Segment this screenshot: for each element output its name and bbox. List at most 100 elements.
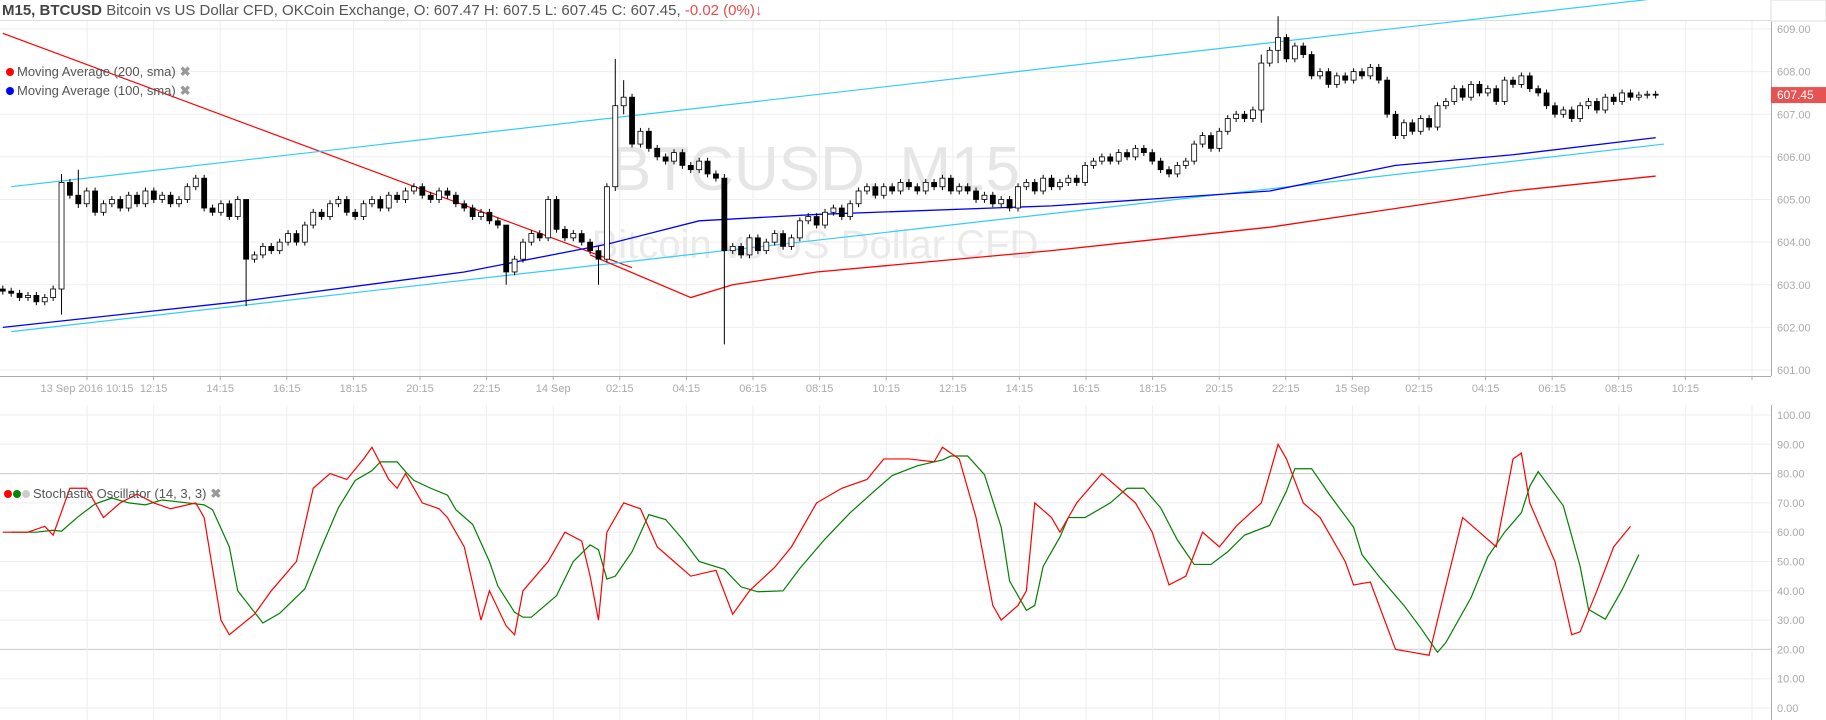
time-tick-label: 14:15: [206, 383, 234, 395]
stoch-tick-label: 10.00: [1777, 674, 1805, 686]
candle-body: [1048, 177, 1055, 188]
candle-body: [1359, 71, 1365, 77]
candle-body: [847, 203, 854, 217]
candle-body: [830, 207, 837, 213]
candle-body: [436, 190, 442, 200]
red-dot-icon: [4, 490, 12, 498]
candle-body: [662, 156, 669, 162]
arrow-down-icon: ↓: [754, 2, 763, 19]
candle-body: [931, 182, 937, 188]
time-tick-label: 06:15: [739, 383, 767, 395]
trendline: [11, 0, 1649, 188]
candle-body: [0, 288, 6, 292]
close-x-icon[interactable]: ✖: [210, 486, 222, 501]
candle-body: [1023, 182, 1030, 188]
moving-average-line: [589, 175, 1656, 299]
candle-body: [1098, 156, 1105, 162]
time-tick-label: 15 Sep: [1335, 383, 1370, 395]
blue-dot-icon: [6, 87, 14, 95]
close-x-icon[interactable]: ✖: [179, 64, 191, 79]
candle-body: [704, 160, 711, 175]
candle-body: [67, 182, 73, 196]
candle-body: [100, 203, 107, 213]
candle-body: [469, 207, 476, 217]
candle-body: [1275, 37, 1281, 51]
candle-body: [1602, 96, 1609, 111]
candle-body: [1594, 101, 1600, 111]
candle-body: [889, 186, 896, 192]
candle-body: [259, 245, 266, 256]
candle-body: [1476, 84, 1483, 94]
candle-body: [285, 233, 291, 243]
candle-body: [1644, 93, 1651, 96]
time-tick-label: 02:15: [1405, 383, 1433, 395]
candle-body: [1652, 93, 1659, 96]
time-tick-label: 13 Sep 2016 10:15: [41, 383, 134, 395]
candle-body: [1577, 105, 1584, 119]
candle-body: [1057, 182, 1063, 188]
last-price-label: 607.45: [1777, 88, 1814, 102]
candle-body: [1031, 182, 1038, 192]
candle-body: [293, 233, 300, 243]
candle-body: [679, 152, 686, 166]
price-tick-label: 608.00: [1777, 67, 1811, 79]
candle-body: [1535, 88, 1542, 94]
time-tick-label: 18:15: [1139, 383, 1167, 395]
time-tick-label: 12:15: [939, 383, 967, 395]
candle-body: [1501, 79, 1508, 102]
candle-body: [1073, 177, 1080, 183]
watermark-symbol: BTCUSD, M15: [610, 135, 1020, 204]
candle-body: [360, 203, 367, 217]
stoch-tick-label: 80.00: [1777, 469, 1805, 481]
candle-body: [1015, 186, 1021, 209]
candle-body: [536, 233, 543, 239]
candle-body: [729, 245, 736, 252]
legend-stoch-label: Stochastic Oscillator (14, 3, 3): [33, 486, 207, 501]
candle-body: [880, 186, 887, 196]
candle-body: [1191, 143, 1198, 162]
time-tick-label: 20:15: [1205, 383, 1233, 395]
candle-body: [159, 194, 166, 200]
candle-body: [1325, 71, 1332, 85]
legend-stoch[interactable]: Stochastic Oscillator (14, 3, 3) ✖: [4, 486, 221, 502]
candle-body: [956, 186, 963, 192]
stoch-tick-label: 90.00: [1777, 439, 1805, 451]
candle-body: [1484, 88, 1491, 94]
candle-body: [301, 224, 308, 243]
time-tick-label: 22:15: [473, 383, 501, 395]
legend-ma200[interactable]: Moving Average (200, sma) ✖: [6, 64, 191, 80]
candle-body: [176, 199, 182, 205]
candle-body: [1174, 164, 1181, 175]
close-x-icon[interactable]: ✖: [179, 83, 191, 98]
candle-body: [50, 288, 57, 298]
candle-body: [343, 199, 350, 213]
candle-body: [1426, 118, 1432, 128]
candle-body: [125, 194, 132, 209]
legend-ma100[interactable]: Moving Average (100, sma) ✖: [6, 83, 191, 99]
time-tick-label: 14 Sep: [536, 383, 571, 395]
candle-body: [1493, 88, 1500, 102]
candle-body: [25, 295, 31, 298]
price-tick-label: 604.00: [1777, 237, 1811, 249]
candle-body: [218, 203, 224, 213]
candle-body: [1409, 122, 1416, 132]
candle-body: [906, 182, 912, 188]
candle-body: [1065, 177, 1072, 183]
candle-body: [234, 199, 241, 217]
candle-body: [1510, 79, 1516, 85]
candle-body: [1132, 147, 1139, 158]
candle-body: [578, 233, 585, 243]
price-tick-label: 603.00: [1777, 280, 1811, 292]
candle-body: [394, 194, 401, 200]
candle-body: [1224, 118, 1231, 132]
corner-box: [1770, 0, 1826, 22]
candle-body: [805, 216, 812, 222]
candle-body: [503, 224, 510, 273]
candle-body: [738, 245, 745, 256]
candle-body: [780, 233, 786, 247]
watermark-description: Bitcoin vs US Dollar CFD: [592, 223, 1039, 267]
green-dot-icon: [13, 490, 21, 498]
candle-body: [1417, 118, 1424, 132]
candle-body: [201, 177, 208, 209]
